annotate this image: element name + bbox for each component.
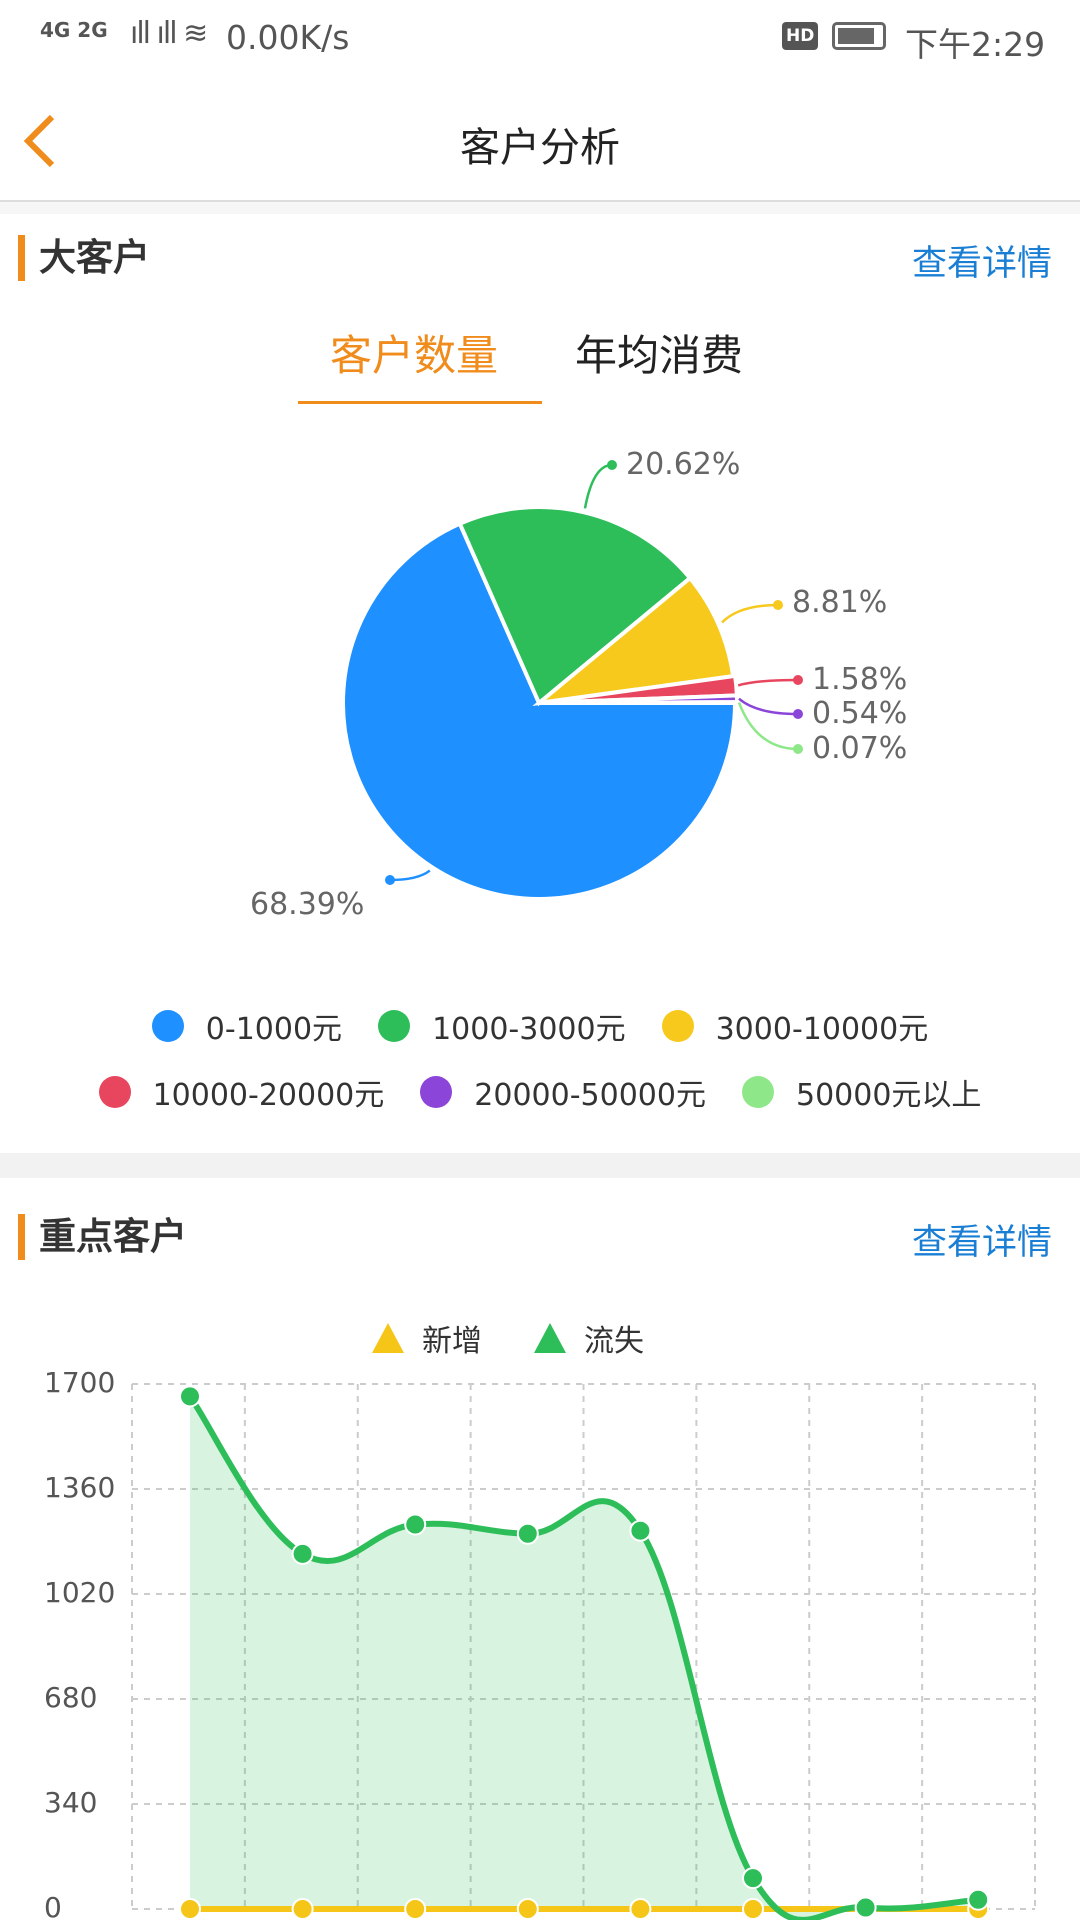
- legend-item[interactable]: 3000-10000元: [661, 1004, 929, 1048]
- pie-label: 68.39%: [250, 887, 365, 922]
- network-speed: 0.00K/s: [226, 18, 350, 57]
- hd-icon: HD: [782, 22, 819, 50]
- data-point-lost: [179, 1385, 201, 1408]
- legend-label: 50000元以上: [795, 1078, 982, 1113]
- pie-label: 0.07%: [812, 731, 908, 766]
- pie-leader-line: [737, 702, 799, 751]
- legend-label: 10000-20000元: [152, 1078, 385, 1113]
- legend-label: 20000-50000元: [474, 1078, 706, 1113]
- data-point-new: [742, 1898, 764, 1920]
- pie-leader-dot: [793, 744, 803, 754]
- legend-label: 0-1000元: [205, 1012, 343, 1047]
- wifi-icon: ıll ıll ≋: [130, 16, 208, 51]
- legend-item[interactable]: 50000元以上: [741, 1070, 982, 1114]
- legend-label: 1000-3000元: [432, 1012, 626, 1047]
- data-point-lost: [629, 1519, 652, 1542]
- y-tick-label: 340: [44, 1786, 98, 1819]
- chevron-left-icon[interactable]: [22, 113, 58, 169]
- data-point-new: [629, 1898, 652, 1920]
- legend-label: 新增: [422, 1324, 482, 1359]
- pie-label: 1.58%: [812, 662, 908, 697]
- section-title-big-customers: 大客户: [18, 235, 150, 281]
- pie-slice: [532, 575, 736, 706]
- pie-leader-dot: [385, 875, 395, 885]
- area-fill-lost: [190, 1396, 979, 1920]
- pie-leader-line: [721, 603, 779, 624]
- legend-item[interactable]: 1000-3000元: [378, 1004, 626, 1048]
- y-tick-label: 1360: [44, 1471, 116, 1504]
- pie-slice: [538, 700, 740, 705]
- legend-item-new[interactable]: 新增: [370, 1316, 482, 1360]
- legend-dot-icon: [98, 1076, 131, 1108]
- tab-customer-count[interactable]: 客户数量: [330, 331, 499, 380]
- legend-dot-icon: [420, 1076, 453, 1108]
- pie-slice: [457, 505, 693, 707]
- legend-label: 3000-10000元: [715, 1012, 929, 1047]
- data-point-new: [516, 1898, 539, 1920]
- pie-chart: [341, 460, 803, 901]
- legend-dot-icon: [661, 1010, 694, 1042]
- tab-underline: [298, 401, 542, 404]
- battery-icon: [832, 22, 886, 50]
- data-point-new: [291, 1898, 314, 1920]
- pie-label: 0.54%: [812, 696, 908, 731]
- pie-leader-dot: [607, 460, 617, 470]
- triangle-icon: [372, 1323, 404, 1353]
- y-tick-label: 0: [44, 1891, 62, 1924]
- signal-icon: 4G 2G: [40, 18, 108, 42]
- pie-leader-dot: [793, 709, 803, 719]
- data-point-lost: [742, 1867, 764, 1890]
- triangle-icon: [534, 1323, 566, 1353]
- legend-item[interactable]: 0-1000元: [151, 1004, 343, 1048]
- legend-item[interactable]: 20000-50000元: [420, 1070, 706, 1114]
- legend-item[interactable]: 10000-20000元: [98, 1070, 385, 1114]
- status-bar: 4G 2G ıll ıll ≋ 0.00K/s HD 下午2:29: [0, 0, 1080, 75]
- data-point-lost: [967, 1888, 990, 1911]
- pie-slice: [341, 521, 738, 901]
- pie-label: 20.62%: [626, 447, 741, 482]
- pie-leader-dot: [773, 600, 783, 610]
- pie-leader-line: [737, 678, 799, 687]
- view-details-link[interactable]: 查看详情: [911, 244, 1052, 284]
- y-tick-label: 1020: [44, 1576, 116, 1609]
- pie-legend-row-1: 0-1000元 1000-3000元 3000-10000元: [0, 1004, 1080, 1048]
- clock: 下午2:29: [905, 25, 1046, 64]
- legend-item-lost[interactable]: 流失: [532, 1316, 644, 1360]
- legend-dot-icon: [741, 1076, 774, 1108]
- data-point-lost: [291, 1542, 314, 1565]
- data-point-lost: [854, 1896, 877, 1919]
- pie-leader-dot: [793, 675, 803, 685]
- data-point-lost: [516, 1522, 539, 1545]
- pie-legend-row-2: 10000-20000元 20000-50000元 50000元以上: [0, 1070, 1080, 1114]
- legend-label: 流失: [584, 1324, 644, 1359]
- section-divider: [0, 1153, 1080, 1178]
- pie-leader-line: [738, 697, 799, 716]
- pie-label: 8.81%: [792, 585, 888, 620]
- legend-dot-icon: [151, 1010, 184, 1042]
- y-tick-label: 680: [44, 1681, 98, 1714]
- view-details-link[interactable]: 查看详情: [911, 1223, 1052, 1263]
- section-title-key-customers: 重点客户: [18, 1214, 187, 1260]
- data-point-new: [179, 1898, 201, 1920]
- line-legend: 新增 流失: [370, 1316, 644, 1360]
- nav-header: 客户分析: [0, 75, 1080, 202]
- data-point-lost: [404, 1513, 427, 1536]
- data-point-new: [404, 1898, 427, 1920]
- page-title: 客户分析: [460, 125, 620, 171]
- legend-dot-icon: [378, 1010, 411, 1042]
- tab-annual-spend[interactable]: 年均消费: [575, 331, 744, 380]
- y-tick-label: 1700: [44, 1366, 116, 1399]
